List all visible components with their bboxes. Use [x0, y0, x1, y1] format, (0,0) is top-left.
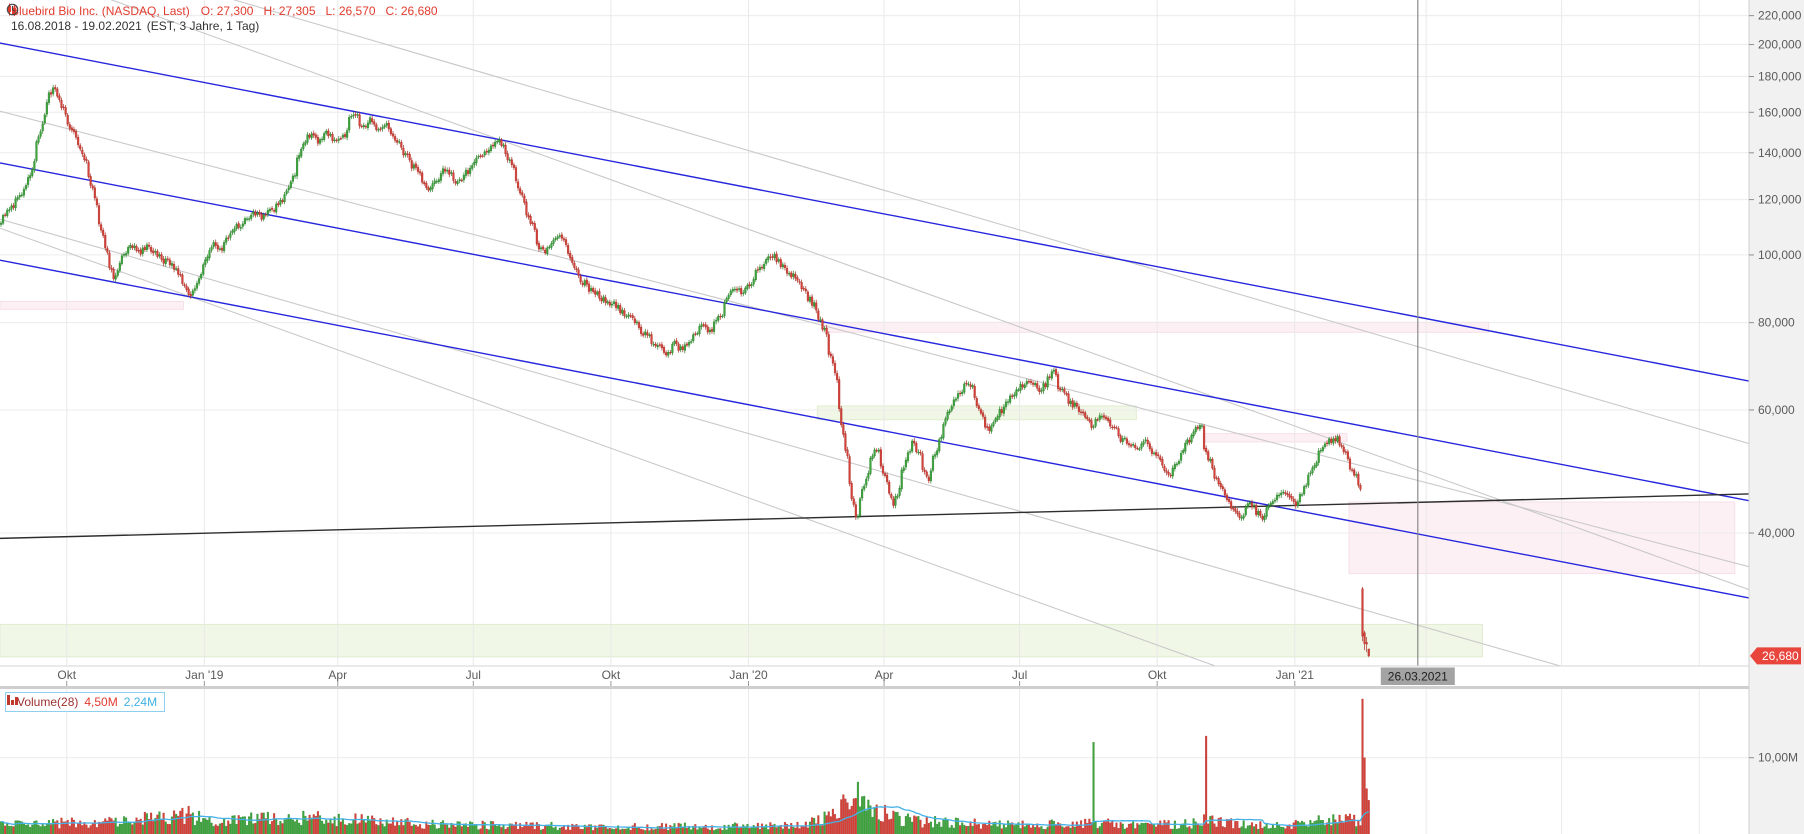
volume-ma-value: 2,24M — [123, 695, 158, 709]
last-price-badge-label: 26,680 — [1762, 649, 1799, 663]
date-range-row: 16.08.2018 - 19.02.2021 (EST, 3 Jahre, 1… — [6, 3, 438, 33]
chart-surface[interactable] — [0, 0, 1749, 666]
down-candle-bodies — [4, 87, 1370, 657]
price-tick-label: 100,000 — [1758, 248, 1802, 262]
crosshair-date-label: 26.03.2021 — [1388, 670, 1448, 684]
up-volume-bars — [0, 742, 1358, 834]
crosshair-date-box — [1380, 667, 1455, 685]
price-tick-label: 80,000 — [1758, 316, 1795, 330]
instrument-legend-row: Bluebird Bio Inc. (NASDAQ, Last) O: 27,3… — [6, 3, 438, 18]
down-volume-bars — [4, 698, 1370, 834]
blue-channel-line[interactable] — [0, 162, 1749, 502]
price-tick-label: 140,000 — [1758, 146, 1802, 160]
support-resistance-zones — [0, 300, 1736, 658]
date-tick-label: Jan '21 — [1276, 668, 1315, 682]
price-tick-label: 40,000 — [1758, 526, 1795, 540]
blue-channel-line[interactable] — [0, 42, 1749, 382]
date-tick-label: Jul — [1012, 668, 1027, 682]
black-horizontal-trend-line[interactable] — [0, 493, 1749, 540]
price-tick-label: 160,000 — [1758, 105, 1802, 119]
open-value: O: 27,300 — [200, 3, 254, 18]
trend-lines[interactable] — [0, 0, 1749, 834]
date-tick-label: Apr — [875, 668, 894, 682]
price-tick-label: 180,000 — [1758, 70, 1802, 84]
date-range-detail: (EST, 3 Jahre, 1 Tag) — [146, 18, 260, 33]
gray-trend-line[interactable] — [0, 0, 1749, 445]
ohlc-values: O: 27,300 H: 27,305 L: 26,570 C: 26,680 — [201, 4, 438, 18]
price-tick-label: 60,000 — [1758, 403, 1795, 417]
volume-indicator-label: Volume(28) — [17, 695, 79, 709]
price-tick-label: 220,000 — [1758, 9, 1802, 23]
low-value: L: 26,570 — [325, 3, 376, 18]
price-axis[interactable]: 220,000 200,000 180,000 160,000 140,000 120,0… — [1748, 0, 1804, 834]
price-axis-strip[interactable] — [1749, 0, 1804, 834]
date-tick-label: Jan '20 — [729, 668, 768, 682]
volume-indicator-chip[interactable]: Volume(28) 4,50M 2,24M — [5, 692, 166, 712]
date-tick-label: Apr — [328, 668, 347, 682]
date-tick-label: Jan '19 — [185, 668, 224, 682]
close-value: C: 26,680 — [385, 3, 438, 18]
volume-ma-line — [0, 806, 1370, 829]
volume-tick-label: 10,00M — [1758, 751, 1798, 765]
gray-trend-line[interactable] — [0, 218, 1749, 720]
date-tick-label: Jul — [466, 668, 481, 682]
volume-last-value: 4,50M — [84, 695, 118, 709]
grid-lines — [0, 0, 1749, 834]
instrument-title: Bluebird Bio Inc. (NASDAQ, Last) — [11, 3, 190, 18]
pane-divider[interactable] — [0, 686, 1804, 689]
date-axis[interactable]: Okt Jan '19 Apr Jul Okt Jan '20 Apr Jul Okt Jan '… — [0, 665, 1804, 689]
chart-legend: Bluebird Bio Inc. (NASDAQ, Last) O: 27,3… — [6, 3, 438, 33]
date-tick-label: Okt — [602, 668, 621, 682]
blue-channel-line[interactable] — [0, 259, 1749, 599]
high-value: H: 27,305 — [263, 3, 316, 18]
gray-trend-line[interactable] — [0, 0, 1749, 591]
price-tick-label: 120,000 — [1758, 193, 1802, 207]
price-tick-label: 200,000 — [1758, 38, 1802, 52]
candlestick-series — [0, 84, 1370, 658]
green-zone — [0, 623, 1483, 658]
up-candle-bodies — [0, 87, 1358, 520]
last-price-badge — [1750, 647, 1801, 665]
volume-series — [0, 698, 1370, 834]
date-tick-label: Okt — [57, 668, 76, 682]
date-tick-label: Okt — [1148, 668, 1167, 682]
pink-zone — [0, 300, 184, 310]
date-range-text: 16.08.2018 - 19.02.2021 — [11, 18, 142, 33]
pink-zone — [1204, 433, 1348, 443]
gray-trend-line[interactable] — [0, 227, 1749, 834]
